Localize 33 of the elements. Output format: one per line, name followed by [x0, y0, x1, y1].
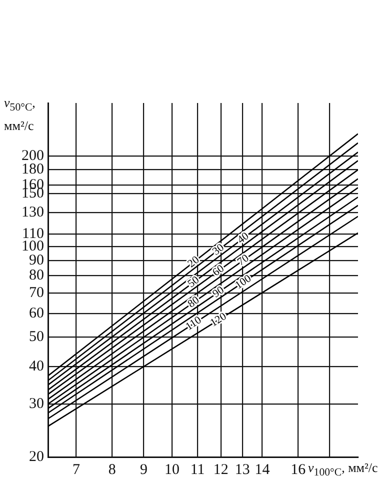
- text: 20: [186, 254, 202, 270]
- x-tick-label: 10: [164, 462, 180, 478]
- y-tick-label: 60: [29, 305, 44, 322]
- y-tick-label: 70: [29, 285, 44, 302]
- y-tick-label: 100: [22, 238, 44, 255]
- x-tick-label: 11: [190, 462, 205, 478]
- y-tick-label: 40: [29, 358, 44, 374]
- y-tick-label: 30: [29, 396, 44, 412]
- x-tick-label: 7: [72, 462, 81, 478]
- text: 50: [186, 274, 202, 290]
- y-tick-label: 80: [29, 268, 44, 284]
- x-tick-label: 13: [234, 462, 250, 478]
- y-tick-label: 180: [22, 162, 44, 178]
- text: 120: [208, 310, 230, 330]
- x-tick-label: 16: [290, 462, 306, 478]
- x-tick-label: 12: [213, 462, 228, 478]
- y-tick-label: 130: [22, 204, 44, 220]
- text: 90: [210, 284, 227, 300]
- y-tick-label: 90: [29, 252, 44, 268]
- text: 70: [235, 252, 252, 268]
- text: 40: [235, 230, 252, 246]
- x-axis-title: ν$_{100°C}$, мм²/с: [308, 459, 378, 481]
- text: 30: [210, 241, 227, 258]
- x-tick-label: 8: [108, 462, 116, 478]
- text: 110: [184, 314, 204, 333]
- text: 80: [186, 294, 202, 310]
- x-tick-label: 14: [254, 462, 270, 478]
- text: 100: [233, 272, 254, 292]
- y-axis-title: ν$_{50°C}$, мм²/с: [4, 94, 36, 134]
- y-tick-label: 50: [29, 329, 44, 346]
- y-tick-label: 200: [22, 148, 44, 164]
- x-tick-label: 9: [140, 462, 148, 478]
- y-tick-label: 20: [29, 448, 44, 465]
